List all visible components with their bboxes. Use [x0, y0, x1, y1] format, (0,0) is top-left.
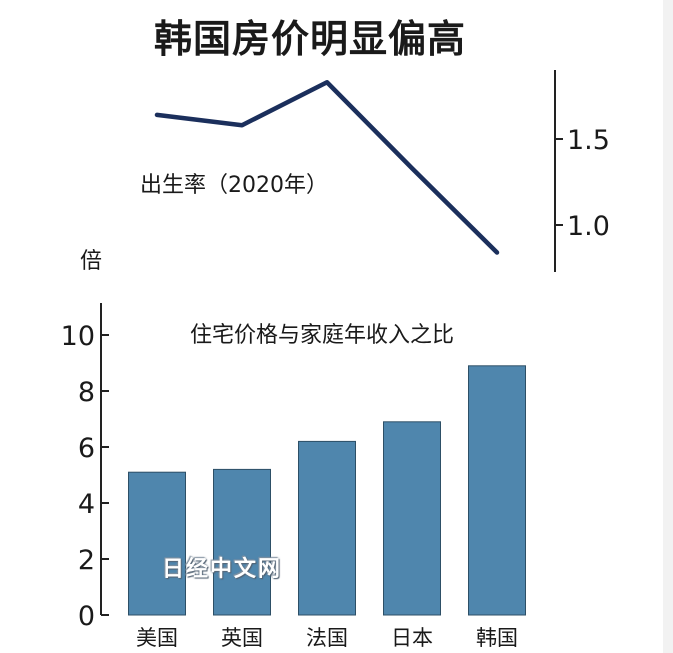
bar-series	[128, 365, 526, 616]
bar-x-label: 日本	[391, 626, 433, 650]
birthrate-series-line	[154, 79, 500, 255]
bar-y-ticks: 0 2 4 6 8 10	[61, 321, 109, 632]
bar-tick-label: 4	[78, 489, 95, 520]
bar-日本	[383, 421, 441, 616]
birthrate-annotation: 出生率（2020年）	[140, 173, 328, 198]
bar-韩国	[468, 365, 526, 616]
bar-x-label: 英国	[221, 626, 263, 650]
bar-tick-label: 10	[61, 321, 95, 352]
birthrate-y-ticks: 1.0 1.5	[555, 125, 610, 242]
bar-x-labels: 美国 英国 法国 日本 韩国	[136, 626, 518, 650]
price-income-bar-chart: 0 2 4 6 8 10 住宅价格与家庭年收入之比 美国 英国 法国 日本 韩国	[61, 303, 526, 650]
bar-y-unit-label: 倍	[80, 249, 103, 274]
birthrate-line-chart: 1.0 1.5 出生率（2020年）	[140, 70, 610, 272]
watermark-logo-text: 日经中文网	[162, 557, 283, 582]
bar-tick-label: 0	[78, 601, 95, 632]
bar-tick-label: 6	[78, 433, 95, 464]
bar-x-label: 韩国	[476, 626, 518, 650]
bar-x-label: 法国	[306, 626, 348, 650]
birthrate-tick-label: 1.0	[567, 211, 610, 242]
chart-main-title: 韩国房价明显偏高	[153, 17, 466, 61]
birthrate-points	[156, 82, 498, 253]
bar-chart-title: 住宅价格与家庭年收入之比	[190, 323, 454, 348]
bar-英国	[213, 468, 271, 616]
bar-tick-label: 2	[78, 545, 95, 576]
bar-tick-label: 8	[78, 377, 95, 408]
bar-x-label: 美国	[136, 626, 178, 650]
bar-法国	[298, 440, 356, 616]
right-margin-strip	[663, 0, 673, 653]
birthrate-tick-label: 1.5	[567, 125, 610, 156]
bar-美国	[128, 471, 186, 616]
